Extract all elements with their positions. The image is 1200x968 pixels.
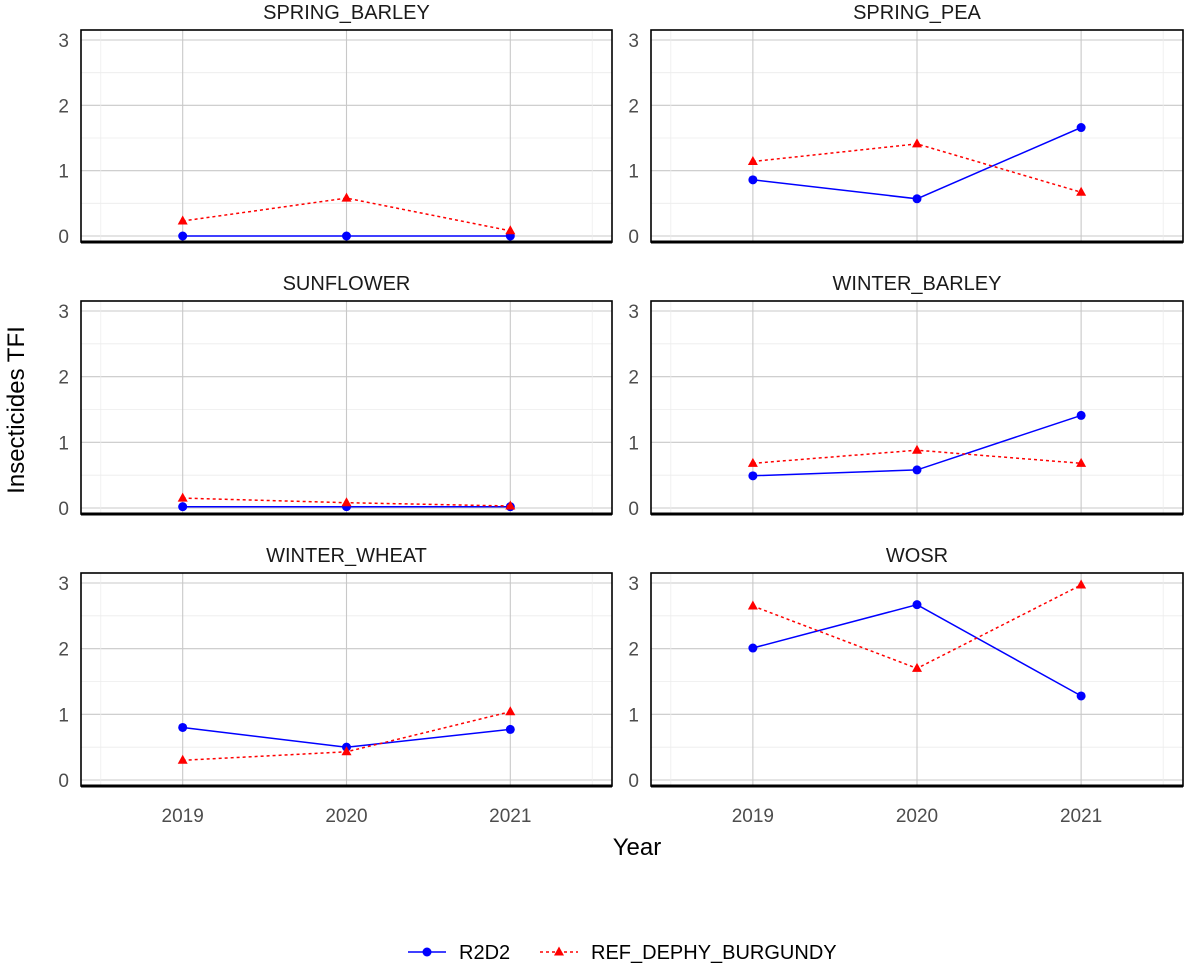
series-line-ref-dephy-burgundy [182, 197, 511, 232]
y-tick-label: 0 [58, 771, 69, 792]
data-point-r2d2 [342, 231, 351, 241]
y-tick-label: 1 [58, 433, 69, 454]
y-tick-label: 2 [628, 96, 639, 117]
panel-title: SPRING_PEA [853, 2, 981, 24]
data-point-ref-dephy-burgundy [747, 156, 758, 166]
panel-title: WINTER_WHEAT [266, 545, 427, 567]
y-axis-title: Insecticides TFI [3, 326, 30, 494]
y-tick-label: 0 [58, 499, 69, 520]
y-tick-label: 1 [628, 162, 639, 183]
data-point-r2d2 [505, 724, 515, 734]
y-tick-label: 0 [628, 227, 639, 248]
data-point-r2d2 [178, 722, 188, 732]
data-point-ref-dephy-burgundy [341, 497, 352, 507]
y-tick-label: 0 [628, 499, 639, 520]
panel-title: SUNFLOWER [283, 273, 411, 295]
y-tick-label: 2 [58, 640, 69, 661]
panel-title: WOSR [886, 545, 948, 567]
data-point-r2d2 [1076, 410, 1086, 420]
panel-title: WINTER_BARLEY [833, 273, 1002, 295]
panel-winter-barley: WINTER_BARLEY 0 1 2 3 [628, 273, 1184, 520]
legend-item-ref-dephy-burgundy: REF_DEPHY_BURGUNDY [540, 942, 837, 964]
legend-r2d2-marker [422, 947, 432, 957]
y-tick-label: 1 [58, 705, 69, 726]
y-tick-label: 3 [58, 574, 69, 595]
data-point-ref-dephy-burgundy [912, 662, 922, 672]
data-point-ref-dephy-burgundy [341, 192, 352, 202]
data-point-ref-dephy-burgundy [1076, 186, 1087, 196]
panel-wosr: WOSR 0 1 2 3 2019 2020 2021 [628, 545, 1184, 827]
x-tick-label: 2019 [732, 806, 774, 827]
panels: SPRING_BARLEY0123SPRING_PEA0123SUNFLOWER… [58, 2, 1184, 827]
y-tick-label: 1 [628, 705, 639, 726]
series-line-ref-dephy-burgundy [752, 143, 1082, 193]
y-tick-label: 1 [628, 433, 639, 454]
data-point-r2d2 [1076, 691, 1086, 701]
data-point-ref-dephy-burgundy [505, 225, 516, 235]
x-tick-label: 2019 [162, 806, 204, 827]
legend: R2D2 REF_DEPHY_BURGUNDY [408, 942, 837, 964]
panel-spring-pea: SPRING_PEA 0 1 2 3 [628, 2, 1184, 248]
data-point-ref-dephy-burgundy [1076, 457, 1087, 467]
legend-item-r2d2: R2D2 [408, 942, 510, 964]
y-tick-label: 3 [628, 31, 639, 52]
data-point-r2d2 [748, 643, 758, 653]
y-tick-label: 2 [58, 368, 69, 389]
data-point-ref-dephy-burgundy [1076, 579, 1087, 589]
y-tick-label: 0 [628, 771, 639, 792]
y-tick-label: 3 [58, 302, 69, 323]
legend-ref-label: REF_DEPHY_BURGUNDY [591, 942, 837, 964]
x-tick-label: 2020 [325, 806, 367, 827]
data-point-r2d2 [178, 502, 188, 512]
y-tick-label: 1 [58, 162, 69, 183]
x-tick-label: 2020 [896, 806, 938, 827]
y-tick-label: 0 [58, 227, 69, 248]
data-point-ref-dephy-burgundy [341, 746, 352, 756]
data-point-ref-dephy-burgundy [505, 706, 516, 716]
data-point-r2d2 [748, 471, 758, 481]
y-tick-label: 2 [628, 640, 639, 661]
y-tick-label: 2 [58, 96, 69, 117]
data-point-ref-dephy-burgundy [177, 754, 188, 764]
data-point-ref-dephy-burgundy [747, 600, 758, 610]
data-point-ref-dephy-burgundy [177, 215, 188, 225]
x-tick-label: 2021 [1060, 806, 1102, 827]
legend-ref-marker [554, 946, 564, 956]
data-point-ref-dephy-burgundy [177, 492, 188, 502]
panel-title: SPRING_BARLEY [263, 2, 430, 24]
panel-winter-wheat: WINTER_WHEAT 0 1 2 3 2019 2020 2021 [58, 545, 613, 827]
data-point-r2d2 [178, 231, 188, 241]
legend-r2d2-label: R2D2 [459, 942, 510, 964]
panel-sunflower: SUNFLOWER 0 1 2 3 [58, 273, 613, 520]
panel-spring-barley: SPRING_BARLEY 0 1 2 3 [58, 2, 613, 248]
data-point-r2d2 [1076, 123, 1086, 133]
x-axis-title: Year [613, 834, 662, 861]
y-tick-label: 3 [628, 302, 639, 323]
y-tick-label: 3 [628, 574, 639, 595]
data-point-ref-dephy-burgundy [912, 444, 922, 454]
y-tick-label: 3 [58, 31, 69, 52]
y-tick-label: 2 [628, 368, 639, 389]
data-point-r2d2 [912, 600, 922, 610]
data-point-ref-dephy-burgundy [912, 138, 922, 148]
x-tick-label: 2021 [489, 806, 531, 827]
data-point-ref-dephy-burgundy [505, 500, 516, 510]
data-point-r2d2 [912, 465, 922, 475]
data-point-r2d2 [912, 194, 922, 204]
data-point-r2d2 [748, 175, 758, 185]
data-point-ref-dephy-burgundy [747, 457, 758, 467]
